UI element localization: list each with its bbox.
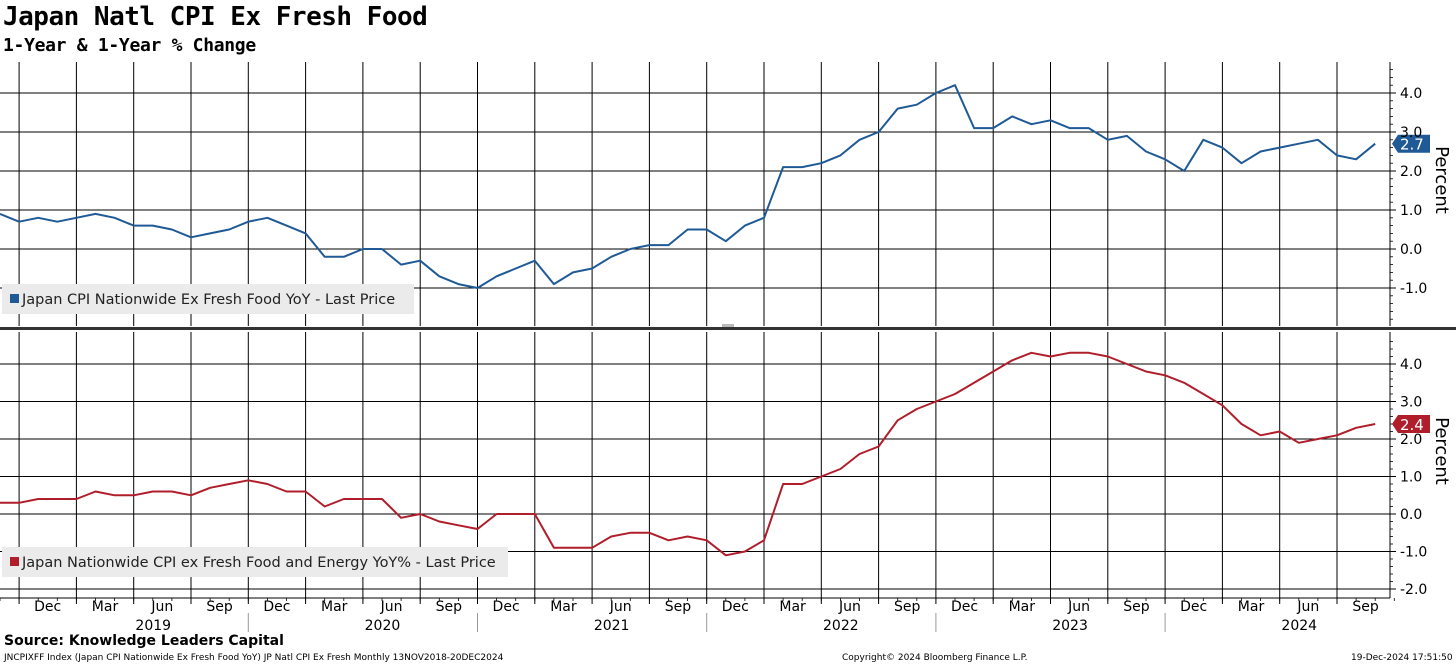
chart-panel-bottom [0, 332, 1430, 598]
x-year-label: 2022 [823, 618, 859, 634]
x-tick-label: Sep [436, 599, 463, 615]
y-axis-title: Percent [1431, 417, 1452, 485]
legend-swatch [10, 294, 19, 303]
y-tick-label: -1.0 [1400, 545, 1427, 561]
last-value-tag [1392, 134, 1430, 153]
source-note: Source: Knowledge Leaders Capital [4, 633, 284, 649]
x-tick-label: Sep [1123, 599, 1150, 615]
x-tick-label: Jun [1296, 599, 1319, 615]
last-value-label: 2.7 [1400, 136, 1424, 154]
legend-label: Japan Nationwide CPI ex Fresh Food and E… [21, 555, 496, 571]
x-tick-label: Jun [380, 599, 403, 615]
y-tick-label: -1.0 [1400, 281, 1427, 297]
x-tick-label: Jun [838, 599, 861, 615]
panel-splitter-handle [722, 324, 734, 327]
x-tick-label: Mar [321, 599, 348, 615]
y-tick-label: 2.0 [1400, 164, 1422, 180]
legend-box [2, 284, 414, 314]
last-value-label: 2.4 [1400, 416, 1424, 434]
y-tick-label: 4.0 [1400, 86, 1422, 102]
x-tick-label: Mar [92, 599, 119, 615]
chart-panel-top [0, 62, 1430, 326]
x-year-label: 2023 [1052, 618, 1088, 634]
x-tick-label: Dec [263, 599, 290, 615]
x-tick-label: Sep [665, 599, 692, 615]
y-tick-label: 0.0 [1400, 242, 1422, 258]
series-line-bottom [0, 351, 1376, 557]
x-tick-label: Jun [150, 599, 173, 615]
x-tick-label: Dec [722, 599, 749, 615]
x-year-label: 2024 [1281, 618, 1317, 634]
y-tick-label: 0.0 [1400, 507, 1422, 523]
x-year-label: 2021 [594, 618, 630, 634]
x-tick-label: Jun [1067, 599, 1090, 615]
y-tick-label: 1.0 [1400, 470, 1422, 486]
y-tick-label: 2.0 [1400, 432, 1422, 448]
y-tick-label: 3.0 [1400, 395, 1422, 411]
x-tick-label: Dec [951, 599, 978, 615]
x-tick-label: Dec [34, 599, 61, 615]
x-year-label: 2019 [135, 618, 171, 634]
y-tick-label: 3.0 [1400, 125, 1422, 141]
last-value-tag [1392, 415, 1430, 433]
x-tick-label: Mar [779, 599, 806, 615]
y-tick-label: -2.0 [1400, 582, 1427, 598]
x-year-label: 2020 [365, 618, 401, 634]
legend-swatch [10, 557, 19, 566]
x-tick-label: Sep [1352, 599, 1379, 615]
y-tick-label: 4.0 [1400, 357, 1422, 373]
timestamp: 19-Dec-2024 17:51:50 [1351, 653, 1453, 663]
x-tick-label: Sep [206, 599, 233, 615]
chart-subtitle: 1-Year & 1-Year % Change [3, 35, 256, 56]
x-tick-label: Mar [1238, 599, 1265, 615]
x-tick-label: Sep [894, 599, 921, 615]
legend-label: Japan CPI Nationwide Ex Fresh Food YoY -… [21, 292, 395, 308]
x-tick-label: Mar [1009, 599, 1036, 615]
series-line-top [0, 84, 1376, 289]
y-axis-title: Percent [1431, 146, 1452, 214]
x-tick-label: Jun [609, 599, 632, 615]
chart-title: Japan Natl CPI Ex Fresh Food [3, 2, 428, 32]
legend-box [2, 547, 508, 577]
x-tick-label: Dec [493, 599, 520, 615]
x-tick-label: Mar [550, 599, 577, 615]
x-tick-label: Dec [1180, 599, 1207, 615]
ticker-line: JNCPIXFF Index (Japan CPI Nationwide Ex … [4, 653, 504, 663]
copyright: Copyright© 2024 Bloomberg Finance L.P. [842, 653, 1028, 663]
y-tick-label: 1.0 [1400, 203, 1422, 219]
